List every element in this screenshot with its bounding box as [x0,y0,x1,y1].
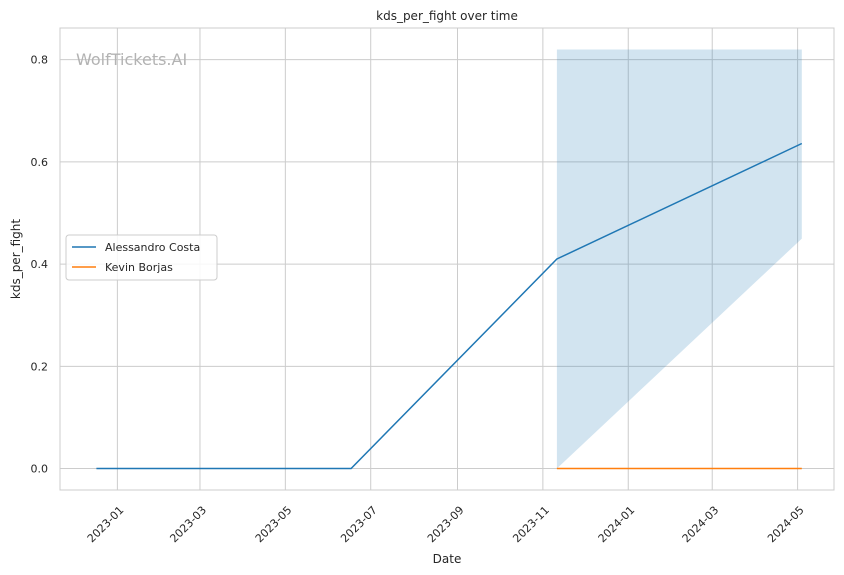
y-tick-label: 0.2 [31,360,49,373]
legend-label-kevin-borjas: Kevin Borjas [105,261,173,274]
legend-label-alessandro-costa: Alessandro Costa [105,241,200,254]
legend: Alessandro Costa Kevin Borjas [65,234,218,281]
watermark: WolfTickets.AI [76,50,187,69]
series-lines [96,142,803,470]
confidence-band-alessandro-costa [556,49,802,469]
y-axis-label: kds_per_fight [9,219,23,300]
y-tick-label: 0.8 [31,54,49,67]
y-tick-label: 0.6 [31,156,49,169]
y-tick-label: 0.4 [31,258,49,271]
confidence-bands [556,49,802,469]
chart-title: kds_per_fight over time [376,9,518,23]
series-line-alessandro-costa [96,142,803,470]
plot-frame [59,27,835,491]
y-tick-label: 0.0 [31,463,49,476]
legend-box [65,234,218,281]
x-axis-label: Date [433,552,462,566]
